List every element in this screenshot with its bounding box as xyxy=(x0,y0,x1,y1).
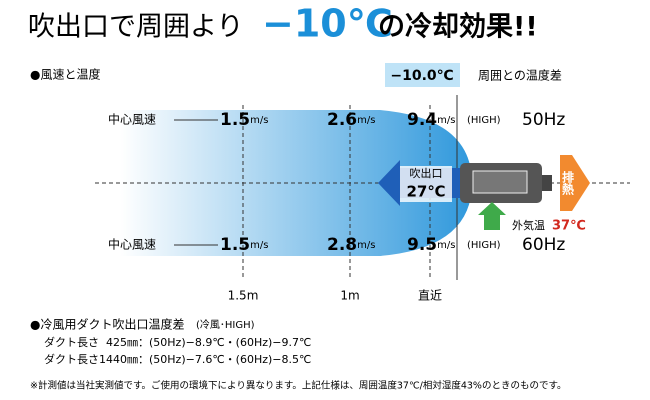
duct-note: (冷風･HIGH) xyxy=(196,318,255,331)
badge: −10.0℃ xyxy=(390,68,453,84)
badge-bg xyxy=(385,63,460,87)
speed: 2.6m/s xyxy=(327,110,375,130)
speed-value: 1.5 xyxy=(220,235,250,255)
frequency: 50Hz xyxy=(522,110,565,130)
speed: 2.8m/s xyxy=(327,235,375,255)
speed-unit: m/s xyxy=(437,240,455,251)
speed: 1.5m/s xyxy=(220,235,268,255)
speed-value: 9.5 xyxy=(407,235,437,255)
speed-unit: m/s xyxy=(250,240,268,251)
headline-highlight: −10℃ xyxy=(262,2,393,46)
duct-heading: ●冷風用ダクト吹出口温度差 xyxy=(30,317,184,332)
headline-lead: 吹出口で周囲より xyxy=(28,12,243,43)
outside-temp: 37℃ xyxy=(552,219,586,234)
speed: 9.4m/s xyxy=(407,110,455,130)
exhaust-label: 排熱 xyxy=(561,170,575,196)
section-heading: ●風速と温度 xyxy=(30,67,100,82)
outlet-temp: 27℃ xyxy=(406,183,445,201)
outlet-box xyxy=(400,166,452,202)
badge-caption: 周囲との温度差 xyxy=(478,68,562,83)
speed-unit: m/s xyxy=(357,115,375,126)
distance: 1.5m xyxy=(228,289,259,303)
mode: (HIGH) xyxy=(467,115,501,126)
speed-label: 中心風速 xyxy=(108,112,156,127)
outside-label: 外気温 xyxy=(512,218,545,232)
speed-value: 2.6 xyxy=(327,110,357,130)
airflow-cone xyxy=(120,110,472,256)
speed-value: 2.8 xyxy=(327,235,357,255)
frequency: 60Hz xyxy=(522,235,565,255)
headline-tail: の冷却効果!! xyxy=(378,11,538,43)
duct-row: ダクト長さ1440㎜：(50Hz)−7.6℃・(60Hz)−8.5℃ xyxy=(44,352,311,366)
speed-label: 中心風速 xyxy=(108,237,156,252)
speed-value: 1.5 xyxy=(220,110,250,130)
duct-row: ダクト長さ 425㎜：(50Hz)−8.9℃・(60Hz)−9.7℃ xyxy=(44,335,311,349)
speed-value: 9.4 xyxy=(407,110,437,130)
mode: (HIGH) xyxy=(467,240,501,251)
footnote: ※計測値は当社実測値です。ご使用の環境下により異なります。上記仕様は、周囲温度3… xyxy=(30,380,567,392)
speed-unit: m/s xyxy=(250,115,268,126)
speed-unit: m/s xyxy=(437,115,455,126)
exhaust-arrow xyxy=(560,155,590,211)
speed: 1.5m/s xyxy=(220,110,268,130)
speed-unit: m/s xyxy=(357,240,375,251)
speed: 9.5m/s xyxy=(407,235,455,255)
device-panel xyxy=(472,170,528,194)
outlet-label: 吹出口 xyxy=(410,166,443,180)
distance: 1m xyxy=(340,289,359,303)
distance: 直近 xyxy=(418,289,442,303)
device-end xyxy=(542,175,552,191)
outside-arrow xyxy=(478,202,506,230)
